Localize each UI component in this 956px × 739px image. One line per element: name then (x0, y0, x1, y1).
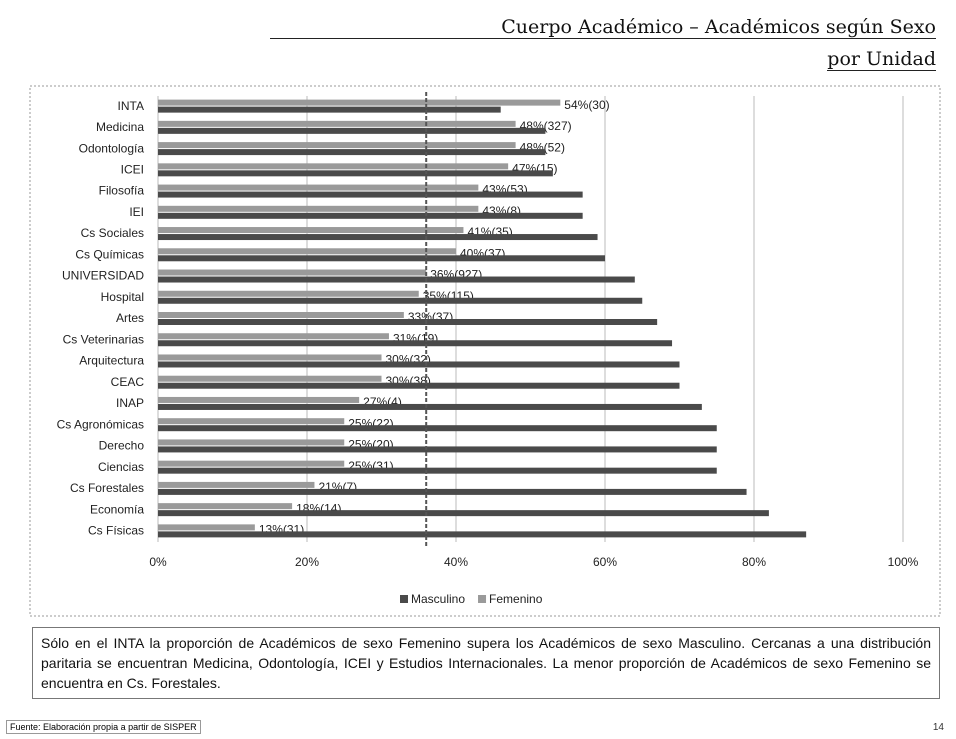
bar (158, 127, 546, 134)
y-tick-label: IEI (129, 205, 144, 219)
y-tick-label: Economía (90, 502, 144, 516)
bar (158, 149, 546, 156)
bar (158, 276, 635, 283)
bar (158, 460, 345, 467)
bar (158, 106, 501, 113)
bar (158, 319, 658, 325)
page-number: 14 (932, 722, 944, 733)
x-tick-label: 20% (295, 555, 319, 569)
bar (158, 99, 561, 106)
bar (158, 403, 702, 410)
bar (158, 269, 427, 276)
bar (158, 312, 404, 318)
bar (158, 184, 479, 191)
bar (158, 524, 255, 531)
bar (158, 248, 456, 255)
bar (158, 354, 382, 361)
x-tick-label: 0% (149, 555, 167, 569)
y-tick-label: Cs Agronómicas (57, 417, 144, 431)
bar (158, 396, 360, 403)
bar (158, 488, 747, 495)
y-tick-label: Arquitectura (79, 354, 144, 368)
data-label: 54%(30) (564, 98, 609, 112)
bar (158, 333, 389, 340)
y-tick-label: ICEI (121, 163, 144, 177)
bar (158, 361, 680, 368)
legend-label: Masculino (411, 592, 465, 606)
bar (158, 234, 598, 241)
bar (158, 255, 605, 262)
y-tick-label: Hospital (101, 290, 144, 304)
bar (158, 191, 583, 198)
y-tick-label: CEAC (111, 375, 145, 389)
x-tick-label: 80% (742, 555, 766, 569)
bar (158, 446, 717, 453)
x-tick-label: 100% (888, 555, 919, 569)
y-tick-label: Derecho (99, 439, 145, 453)
title-line: Cuerpo Académico – Académicos según Sexo (270, 16, 936, 39)
note: Sólo en el INTA la proporción de Académi… (32, 627, 940, 699)
bar (158, 418, 345, 425)
bar (158, 163, 509, 170)
bar (158, 170, 553, 177)
bar (158, 531, 807, 538)
bar (158, 205, 479, 212)
x-tick-label: 40% (444, 555, 468, 569)
legend-swatch (478, 595, 487, 603)
y-tick-label: INTA (118, 99, 144, 113)
legend-label: Femenino (489, 592, 543, 606)
x-tick-label: 60% (593, 555, 617, 569)
bar (158, 503, 293, 510)
y-tick-label: INAP (116, 396, 144, 410)
bar (158, 120, 516, 127)
bar (158, 227, 464, 234)
y-tick-label: Artes (116, 311, 144, 325)
legend-swatch (400, 595, 408, 603)
bar (158, 439, 345, 446)
bar (158, 467, 717, 474)
bar (158, 340, 673, 347)
bar (158, 425, 717, 432)
y-tick-label: Medicina (96, 120, 144, 134)
y-tick-label: UNIVERSIDAD (62, 269, 144, 283)
bar (158, 142, 516, 149)
y-tick-label: Filosofía (99, 184, 145, 198)
bar (158, 510, 769, 517)
bar (158, 212, 583, 219)
y-tick-label: Cs Veterinarias (63, 332, 144, 346)
source: Fuente: Elaboración propia a partir de S… (6, 720, 201, 734)
bar (158, 297, 643, 304)
y-tick-label: Cs Químicas (75, 247, 144, 261)
y-tick-label: Cs Sociales (81, 226, 144, 240)
y-tick-label: Cs Forestales (70, 481, 144, 495)
bar (158, 382, 680, 389)
bar (158, 481, 315, 488)
y-tick-label: Odontología (79, 141, 145, 155)
y-tick-label: Ciencias (98, 460, 144, 474)
y-tick-label: Cs Físicas (88, 524, 144, 538)
chart: 0% 20% 40% 60% 80% 100%INTA 54%(30)Medicina 48%… (29, 85, 941, 617)
bar (158, 290, 419, 297)
bar (158, 375, 382, 382)
title-line: por Unidad (827, 48, 936, 71)
